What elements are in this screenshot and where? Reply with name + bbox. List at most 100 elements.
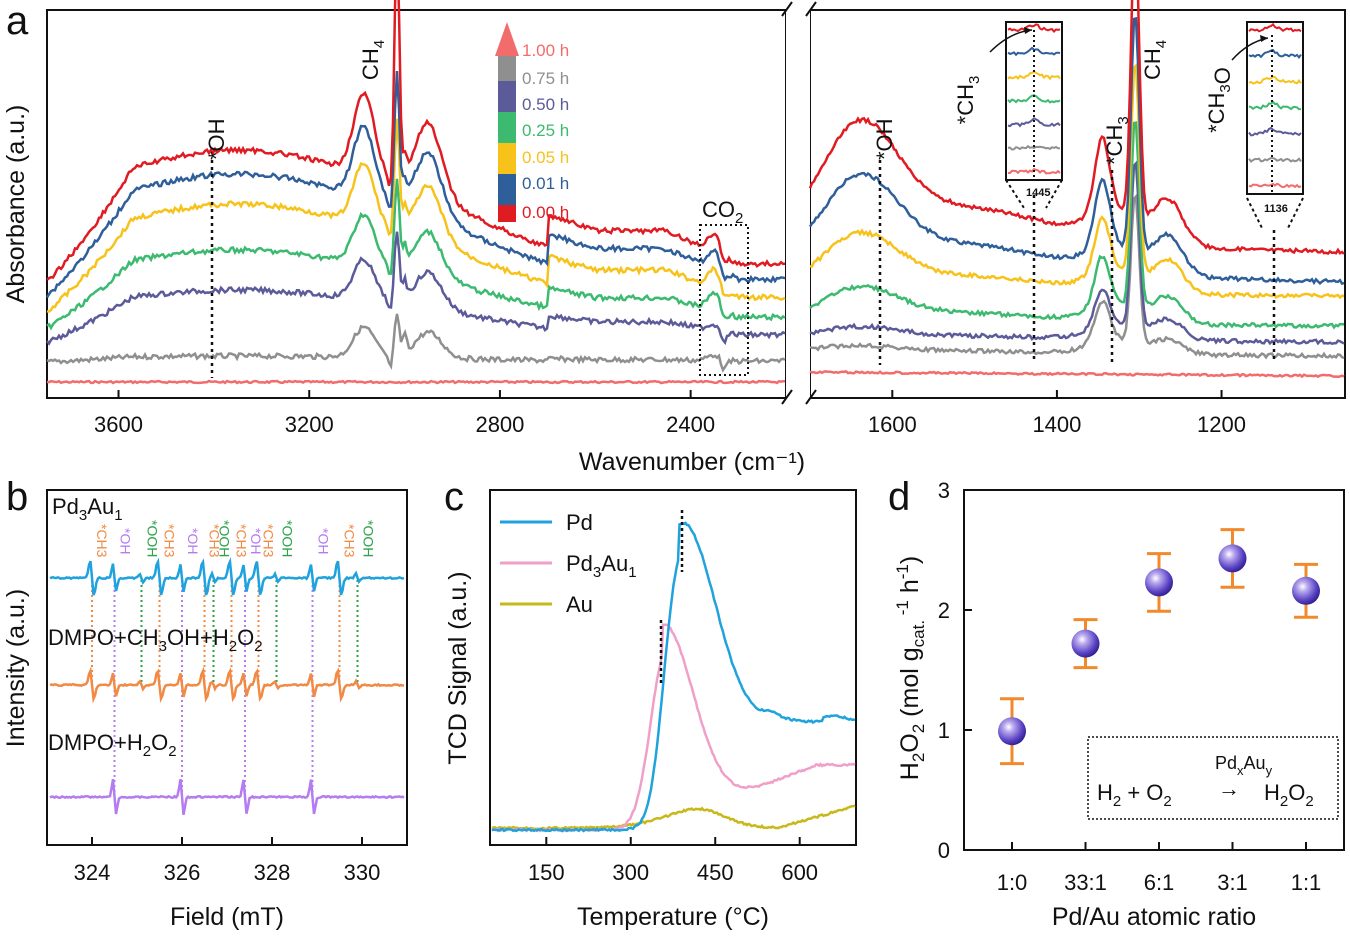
peak-label-ch3: *CH3: [162, 524, 178, 558]
oh-left-label: *OH: [204, 118, 229, 160]
peak-label-ch3: *CH3: [94, 524, 110, 558]
c-tick-label: 300: [612, 860, 649, 885]
inset2-curves-curve-1: [1248, 157, 1302, 163]
panel-c: c 150 300 450 600 Temperature (°C) TCD Sign…: [444, 475, 857, 931]
peak-label-ooh: *OOH: [217, 520, 233, 557]
inset1-curves-curve-1: [1007, 144, 1061, 151]
legend-label-pd: Pd: [566, 510, 593, 535]
co2-box: [699, 224, 749, 376]
peak-label-ch3: *CH3: [234, 524, 250, 558]
trace-label-pd3au1: Pd3Au1: [52, 494, 123, 524]
inset-1136-pointer-head: [1260, 35, 1268, 42]
peak-label-ooh: *OOH: [361, 520, 377, 557]
point-33:1: [1071, 629, 1100, 658]
a-curve-right-000h: [808, 0, 1345, 255]
oh-right-label: *OH: [872, 118, 897, 160]
a-tick-label: 1400: [1032, 412, 1081, 437]
panel-c-legend: Pd Pd3Au1 Au: [500, 510, 637, 617]
point-3:1: [1218, 544, 1247, 573]
legend-bar-0.00h: [498, 205, 516, 222]
panel-a: a 3600 3200 2800 2400 1600 1400 1200 Wavenumbe…: [2, 0, 1346, 476]
axis-break-marks: [781, 1, 817, 405]
co2-label: CO2: [702, 197, 743, 227]
panel-a-ylabel: Absorbance (a.u.): [2, 105, 30, 304]
point-6:1: [1145, 568, 1173, 597]
panel-c-ylabel: TCD Signal (a.u.): [444, 571, 472, 764]
d-xtick-label: 1:1: [1291, 870, 1322, 895]
legend-label-000h: 0.00 h: [522, 203, 569, 222]
panel-b-peak-labels: *CH3 *CH3 *CH3 *CH3 *CH3 *CH3*OH *OH *OH *OH*OOH…: [94, 520, 376, 558]
c-tick-label: 600: [781, 860, 818, 885]
legend-bar-0.75h: [498, 52, 516, 81]
legend-bar-0.01h: [498, 174, 516, 205]
legend-arrow-1.00h: [495, 22, 519, 56]
legend-label-005h: 0.05 h: [522, 148, 569, 167]
a-curve-left-050h: [46, 231, 786, 346]
peak-label-oh: *OH: [118, 528, 134, 554]
equation-arrow: →: [1218, 776, 1240, 801]
b-curve-pd3au1: [49, 557, 405, 596]
c-tick-label: 450: [697, 860, 734, 885]
legend-bar-0.25h: [498, 112, 516, 143]
b-tick-label: 330: [344, 860, 381, 885]
panel-d-ticks: 0 1 2 3 1:0 33:1 6:1 3:1 1:1: [938, 478, 1322, 895]
panel-b-frame: [46, 489, 408, 846]
inset2-curves-curve-5: [1248, 48, 1302, 60]
a-curve-right-075h: [809, 193, 1345, 360]
legend-label-100h: 1.00 h: [522, 41, 569, 60]
equation-frame: [1087, 736, 1339, 820]
b-curve-h2o2: [49, 778, 405, 816]
peak-label-ooh: *OOH: [280, 520, 296, 557]
panel-d: d 0 1 2 3 1:0 33:1 6:1 3:1 1:1 Pd/Au atomic rati…: [888, 475, 1345, 931]
peak-label-oh: *OH: [316, 528, 332, 554]
d-xtick-label: 1:0: [997, 870, 1028, 895]
panel-b-drop-lines: [91, 575, 359, 797]
a-curve-right-025h: [809, 121, 1344, 330]
legend-label-025h: 0.25 h: [522, 121, 569, 140]
c-curve-pd: [491, 521, 856, 833]
panel-b-ticks: 324 326 328 330: [74, 837, 381, 885]
trace-label-h2o2: DMPO+H2O2: [48, 730, 177, 760]
a-curve-left-001h: [45, 71, 786, 299]
a-tick-label: 3200: [285, 412, 334, 437]
inset1-curves-curve-6: [1007, 23, 1061, 33]
inset2-curves-curve-4: [1248, 75, 1302, 85]
panel-c-xlabel: Temperature (°C): [577, 903, 769, 931]
point-1:1: [1292, 576, 1320, 605]
d-xtick-label: 3:1: [1217, 870, 1248, 895]
inset1-curves-curve-0: [1008, 167, 1061, 175]
a-curve-right-005h: [809, 62, 1345, 300]
a-tick-label: 1200: [1197, 412, 1246, 437]
inset1-curves-curve-5: [1007, 46, 1061, 57]
b-tick-label: 328: [254, 860, 291, 885]
peak-label-oh: *OH: [248, 528, 264, 554]
panel-d-ylabel: H2O2 (mol gcat. -1 h-1): [893, 556, 928, 780]
legend-label-au: Au: [566, 592, 593, 617]
a-tick-label: 2800: [475, 412, 524, 437]
panel-c-frame: [489, 489, 857, 846]
panel-a-ticks: 3600 3200 2800 2400 1600 1400 1200: [94, 390, 1246, 437]
inset-1445-pointer-head: [1024, 27, 1032, 34]
panel-d-frame: [963, 489, 1345, 851]
panel-b: b 324 326 328 330 Field (mT) Intensity (a.u…: [2, 475, 408, 931]
inset2-curves-curve-6: [1248, 22, 1302, 33]
axis-break-gap: [786, 2, 810, 406]
inset-1445-zoom-lines: [1005, 179, 1063, 209]
a-curve-right-050h: [809, 160, 1345, 346]
inset2-curves-curve-3: [1248, 100, 1302, 111]
panel-a-xlabel: Wavenumber (cm⁻¹): [579, 448, 805, 476]
a-curve-left-000h: [46, 0, 786, 281]
panel-d-points: [998, 528, 1320, 766]
panel-c-ticks: 150 300 450 600: [528, 837, 818, 885]
panel-d-xlabel: Pd/Au atomic ratio: [1052, 903, 1256, 931]
panel-a-curves: [45, 0, 1345, 385]
d-ytick-label: 3: [938, 478, 950, 503]
legend-labels: 1.00 h 0.75 h 0.50 h 0.25 h 0.05 h 0.01 h 0.00…: [522, 41, 569, 222]
inset-1445-tick: 1445: [1026, 187, 1050, 199]
legend-bar-0.50h: [498, 81, 516, 112]
a-curve-left-005h: [46, 118, 786, 313]
panel-a-legend: 1.00 h 0.75 h 0.50 h 0.25 h 0.05 h 0.01 h 0.00…: [495, 22, 569, 222]
d-xtick-label: 33:1: [1064, 870, 1107, 895]
panel-a-letter: a: [6, 0, 29, 43]
